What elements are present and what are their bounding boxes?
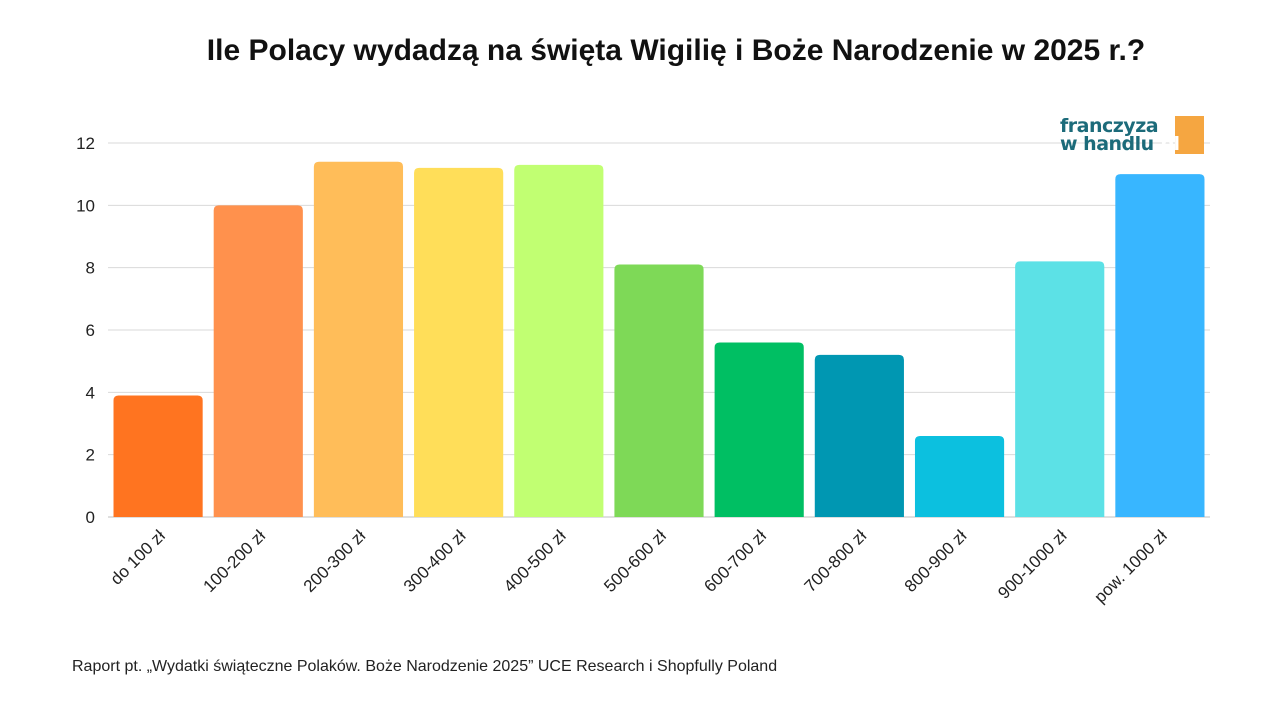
- x-tick-label: 500-600 zł: [600, 526, 670, 596]
- franczyza-logo: franczyza w handlu.pl: [1058, 114, 1208, 158]
- bar-8: [814, 354, 904, 517]
- y-tick-label: 6: [86, 321, 95, 340]
- y-axis-ticks: 0 2 4 6 8 10 12: [76, 134, 95, 527]
- chart-title: Ile Polacy wydadzą na święta Wigilię i B…: [206, 34, 1146, 67]
- bar-10: [1015, 261, 1105, 517]
- x-tick-label: do 100 zł: [107, 526, 169, 588]
- y-tick-label: 10: [76, 196, 95, 215]
- x-tick-label: 100-200 zł: [200, 526, 270, 596]
- x-tick-label: 300-400 zł: [400, 526, 470, 596]
- x-axis-ticks: do 100 zł 100-200 zł 200-300 zł 300-400 zł 4…: [107, 526, 1171, 606]
- x-tick-label: 800-900 zł: [901, 526, 971, 596]
- bar-11: [1115, 174, 1205, 517]
- x-tick-label: 200-300 zł: [300, 526, 370, 596]
- x-tick-label: 700-800 zł: [801, 526, 871, 596]
- logo-orange-square: [1175, 116, 1204, 154]
- bars: [113, 161, 1205, 518]
- bar-3: [313, 161, 404, 517]
- logo-line-2-text: w handlu: [1060, 133, 1154, 155]
- x-tick-label: 900-1000 zł: [994, 526, 1070, 602]
- logo-line-1: franczyza: [1060, 115, 1159, 137]
- y-tick-label: 12: [76, 134, 95, 153]
- x-tick-label: pow. 1000 zł: [1090, 526, 1170, 606]
- x-tick-label: 400-500 zł: [500, 526, 570, 596]
- logo-line-2: w handlu.pl: [1060, 134, 1180, 154]
- logo-tld: .pl: [1153, 133, 1180, 155]
- bar-1: [113, 395, 203, 517]
- bar-2: [213, 205, 303, 518]
- y-tick-label: 2: [86, 446, 95, 465]
- y-tick-label: 8: [86, 259, 95, 278]
- source-note: Raport pt. „Wydatki świąteczne Polaków. …: [72, 658, 778, 675]
- bar-4: [414, 167, 504, 517]
- bar-5: [514, 164, 604, 518]
- bar-6: [614, 264, 704, 517]
- bar-7: [714, 342, 804, 517]
- x-tick-label: 600-700 zł: [700, 526, 770, 596]
- y-tick-label: 0: [86, 508, 95, 527]
- bar-9: [914, 435, 1005, 517]
- y-tick-label: 4: [86, 383, 95, 402]
